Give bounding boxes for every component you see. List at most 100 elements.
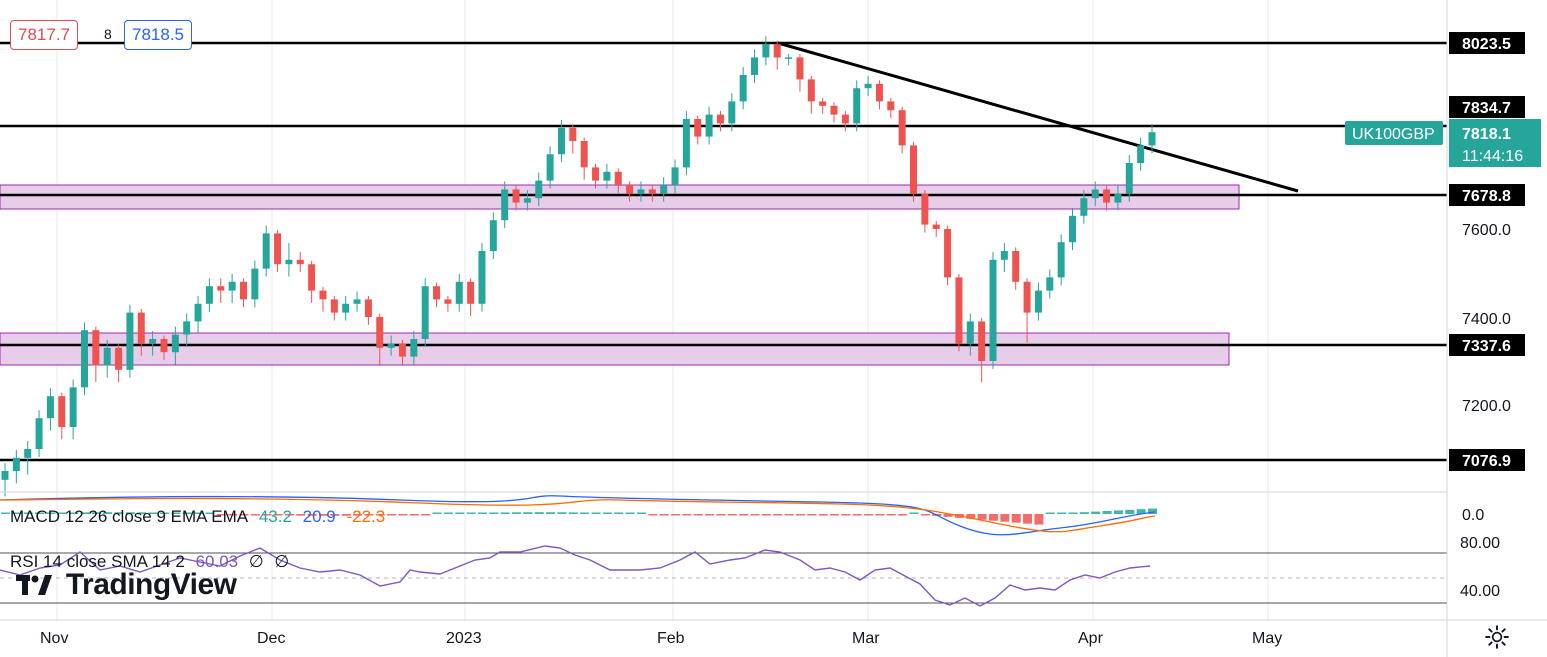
- candle-body: [944, 229, 952, 278]
- candle-body: [342, 303, 350, 313]
- macd-hist-bar: [841, 514, 851, 516]
- candle-body: [580, 141, 588, 168]
- tradingview-logo[interactable]: TradingView: [16, 568, 237, 602]
- macd-hist-bar: [1023, 514, 1033, 524]
- ask-price-button[interactable]: 7818.5: [124, 20, 192, 50]
- time-label-mar: Mar: [852, 630, 880, 647]
- candle-body: [149, 339, 157, 344]
- macd-hist-bar: [103, 512, 113, 514]
- macd-hist-bar: [137, 512, 147, 514]
- macd-hist-bar: [761, 514, 771, 516]
- trendline[interactable]: [777, 41, 1299, 193]
- candle-body: [648, 189, 656, 194]
- macd-hist-bar: [966, 514, 976, 519]
- candle-body: [875, 83, 883, 102]
- time-axis[interactable]: Nov Dec 2023 Feb Mar Apr May: [40, 630, 1282, 647]
- macd-hist-bar: [534, 512, 544, 514]
- support-zone[interactable]: [0, 332, 1230, 366]
- macd-hist-bar: [727, 514, 737, 516]
- macd-hist-bar: [1136, 509, 1146, 514]
- tradingview-logo-icon: [16, 568, 60, 601]
- candle-body: [807, 79, 815, 102]
- candle-body: [921, 193, 929, 225]
- price-tick-7600: 7600.0: [1462, 222, 1511, 239]
- candle-body: [376, 317, 384, 348]
- candle-body: [262, 233, 270, 269]
- candle-body: [194, 303, 202, 322]
- macd-legend[interactable]: MACD 12 26 close 9 EMA EMA 43.2 20.9 -22…: [10, 507, 391, 527]
- macd-hist-value: 43.2: [258, 507, 292, 526]
- macd-hist-bar: [602, 512, 612, 514]
- macd-hist-bar: [909, 512, 919, 514]
- macd-hist-bar: [398, 514, 408, 516]
- macd-hist-bar: [46, 512, 56, 514]
- candle-body: [523, 198, 531, 203]
- candle-body: [557, 127, 565, 155]
- candle-body: [80, 330, 88, 388]
- macd-signal-value: -22.3: [346, 507, 386, 526]
- time-label-2023: 2023: [446, 630, 482, 647]
- candle-body: [830, 105, 838, 115]
- macd-hist-bar: [1091, 511, 1101, 514]
- candle-body: [660, 185, 668, 194]
- candle-body: [1046, 277, 1054, 291]
- macd-hist-bar: [693, 514, 703, 516]
- gear-icon[interactable]: [1484, 624, 1510, 650]
- candle-body: [512, 189, 520, 203]
- macd-hist-bar: [330, 514, 340, 516]
- macd-hist-bar: [1079, 512, 1089, 514]
- rsi-line: [0, 545, 1151, 607]
- macd-hist-bar: [182, 512, 192, 514]
- price-axis[interactable]: 8023.5 7834.7 7678.8 7600.0 7400.0 7337.…: [1449, 32, 1525, 600]
- macd-hist-bar: [307, 514, 317, 516]
- candle-body: [1137, 145, 1145, 163]
- candle-body: [1148, 132, 1156, 146]
- candle-body: [762, 44, 770, 58]
- candle-body: [966, 321, 974, 344]
- macd-hist-bar: [625, 512, 635, 514]
- rsi-legend[interactable]: RSI 14 close SMA 14 2 60.03 ∅ ∅: [10, 552, 295, 572]
- macd-hist-bar: [705, 514, 715, 516]
- candle-body: [535, 180, 543, 199]
- last-price: 7818.1: [1462, 126, 1511, 143]
- candle-body: [898, 110, 906, 146]
- resistance-zone[interactable]: [0, 184, 1240, 210]
- macd-hist-bar: [773, 514, 783, 516]
- macd-hist-bar: [262, 514, 272, 516]
- macd-hist-bar: [489, 512, 499, 514]
- macd-hist-bar: [432, 512, 442, 514]
- candle-body: [1057, 242, 1065, 278]
- candle-body: [694, 119, 702, 137]
- candle-body: [1080, 198, 1088, 216]
- macd-hist-bar: [57, 512, 67, 514]
- macd-hist-bar: [523, 512, 533, 514]
- candle-body: [24, 449, 32, 458]
- bid-price-button[interactable]: 7817.7: [10, 20, 78, 50]
- candle-body: [205, 286, 213, 304]
- macd-hist-bar: [807, 514, 817, 516]
- macd-hist-bar: [557, 512, 567, 514]
- candle-body: [1114, 193, 1122, 203]
- macd-hist-bar: [421, 514, 431, 516]
- candle-body: [410, 339, 418, 357]
- price-tick-7400: 7400.0: [1462, 311, 1511, 328]
- candle-body: [478, 251, 486, 304]
- candle-body: [285, 259, 293, 265]
- spread-value: 8: [104, 26, 112, 42]
- symbol-price-label[interactable]: UK100GBP 7818.1 11:44:16: [1345, 119, 1541, 167]
- candle-body: [103, 347, 111, 366]
- rsi-title: RSI 14 close SMA 14 2: [10, 552, 185, 571]
- candle-body: [69, 387, 77, 427]
- candle-body: [1034, 290, 1042, 313]
- candle-body: [614, 171, 622, 185]
- macd-hist-bar: [568, 512, 578, 514]
- candle-body: [421, 286, 429, 339]
- candle-body: [705, 114, 713, 137]
- candle-body: [637, 189, 645, 194]
- candle-body: [864, 83, 872, 89]
- candle-body: [398, 343, 406, 357]
- candle-body: [978, 321, 986, 361]
- candle-body: [1023, 281, 1031, 313]
- symbol-name: UK100GBP: [1352, 126, 1435, 143]
